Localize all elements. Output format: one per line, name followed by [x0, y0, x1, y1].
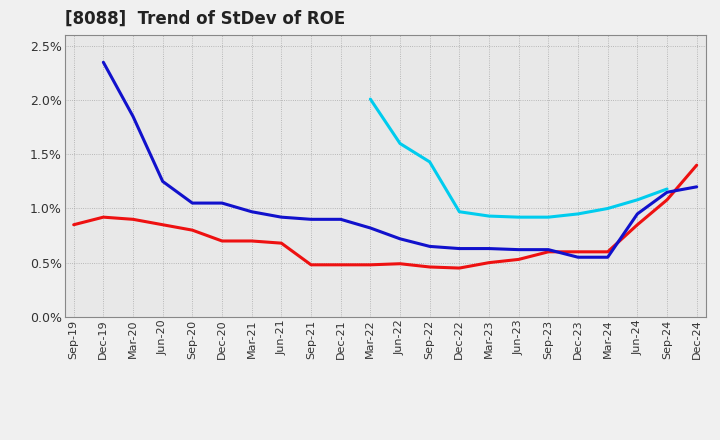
5 Years: [366, 225, 374, 231]
Line: 3 Years: 3 Years: [73, 165, 697, 268]
7 Years: [544, 215, 553, 220]
5 Years: [248, 209, 256, 214]
3 Years: [633, 222, 642, 227]
5 Years: [99, 60, 108, 65]
3 Years: [514, 257, 523, 262]
3 Years: [188, 227, 197, 233]
5 Years: [633, 211, 642, 216]
3 Years: [426, 264, 434, 270]
Line: 5 Years: 5 Years: [104, 62, 697, 257]
3 Years: [485, 260, 493, 265]
3 Years: [129, 216, 138, 222]
7 Years: [514, 215, 523, 220]
5 Years: [455, 246, 464, 251]
3 Years: [366, 262, 374, 268]
5 Years: [603, 255, 612, 260]
5 Years: [336, 216, 345, 222]
3 Years: [248, 238, 256, 244]
7 Years: [574, 211, 582, 216]
3 Years: [99, 215, 108, 220]
5 Years: [188, 201, 197, 206]
3 Years: [455, 265, 464, 271]
7 Years: [633, 197, 642, 202]
3 Years: [217, 238, 226, 244]
3 Years: [693, 162, 701, 168]
7 Years: [662, 187, 671, 192]
5 Years: [396, 236, 405, 242]
3 Years: [336, 262, 345, 268]
3 Years: [544, 249, 553, 254]
7 Years: [426, 159, 434, 165]
3 Years: [396, 261, 405, 266]
7 Years: [366, 96, 374, 102]
7 Years: [455, 209, 464, 214]
5 Years: [158, 179, 167, 184]
7 Years: [603, 206, 612, 211]
5 Years: [693, 184, 701, 190]
Text: [8088]  Trend of StDev of ROE: [8088] Trend of StDev of ROE: [65, 10, 345, 28]
3 Years: [307, 262, 315, 268]
5 Years: [277, 215, 286, 220]
3 Years: [277, 241, 286, 246]
3 Years: [603, 249, 612, 254]
5 Years: [662, 190, 671, 195]
Line: 7 Years: 7 Years: [370, 99, 667, 217]
3 Years: [574, 249, 582, 254]
5 Years: [217, 201, 226, 206]
5 Years: [574, 255, 582, 260]
5 Years: [485, 246, 493, 251]
5 Years: [129, 114, 138, 119]
5 Years: [544, 247, 553, 252]
7 Years: [396, 141, 405, 146]
5 Years: [514, 247, 523, 252]
7 Years: [485, 213, 493, 219]
5 Years: [307, 216, 315, 222]
5 Years: [426, 244, 434, 249]
3 Years: [69, 222, 78, 227]
3 Years: [158, 222, 167, 227]
3 Years: [662, 197, 671, 202]
